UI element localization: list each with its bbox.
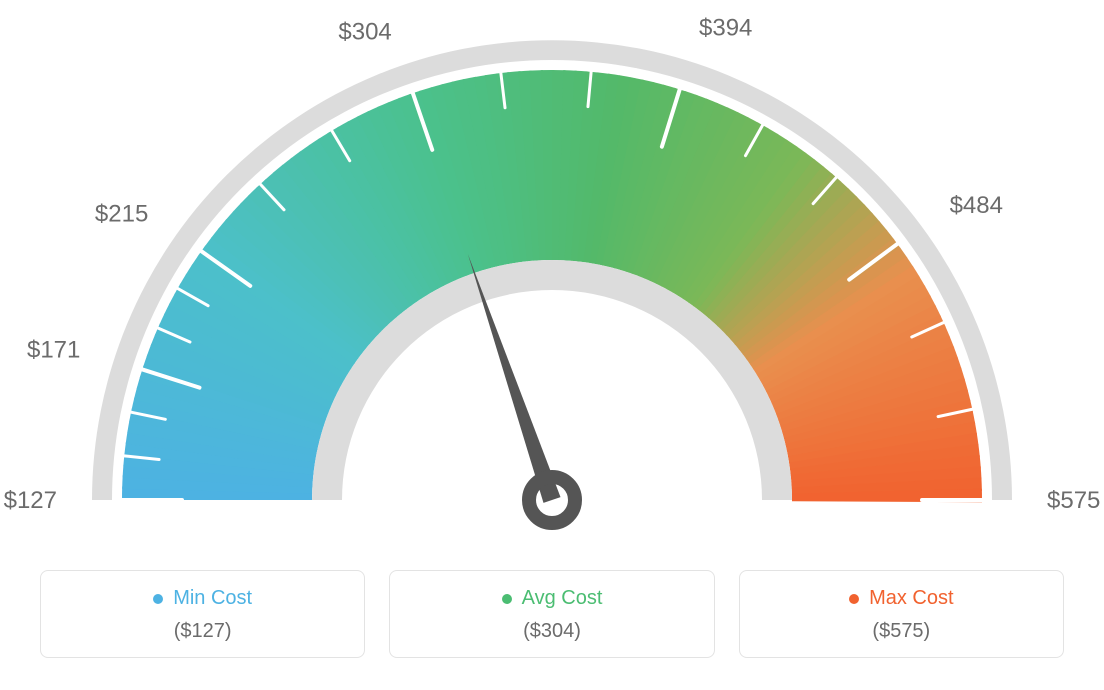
legend-label-avg: Avg Cost: [522, 587, 603, 610]
gauge-tick-label: $215: [95, 201, 148, 228]
legend-value-max: ($575): [750, 620, 1053, 643]
legend-value-avg: ($304): [400, 620, 703, 643]
gauge-tick-label: $304: [338, 19, 391, 46]
legend-title-avg: Avg Cost: [502, 587, 603, 610]
legend-card-max: Max Cost ($575): [739, 570, 1064, 658]
legend-row: Min Cost ($127) Avg Cost ($304) Max Cost…: [0, 570, 1104, 658]
gauge-tick-label: $394: [699, 14, 752, 41]
legend-dot-max: [849, 594, 859, 604]
legend-card-min: Min Cost ($127): [40, 570, 365, 658]
legend-value-min: ($127): [51, 620, 354, 643]
cost-gauge: $127 $171 $215 $304 $394 $484 $575: [0, 0, 1104, 560]
legend-label-min: Min Cost: [173, 587, 252, 610]
gauge-tick-label: $171: [27, 337, 80, 364]
gauge-tick-label: $484: [950, 192, 1003, 219]
legend-label-max: Max Cost: [869, 587, 953, 610]
legend-card-avg: Avg Cost ($304): [389, 570, 714, 658]
legend-title-min: Min Cost: [153, 587, 252, 610]
legend-dot-min: [153, 594, 163, 604]
legend-title-max: Max Cost: [849, 587, 953, 610]
gauge-tick-label: $127: [4, 487, 57, 514]
legend-dot-avg: [502, 594, 512, 604]
gauge-tick-label: $575: [1047, 487, 1100, 514]
gauge-svg: $127 $171 $215 $304 $394 $484 $575: [0, 0, 1104, 560]
